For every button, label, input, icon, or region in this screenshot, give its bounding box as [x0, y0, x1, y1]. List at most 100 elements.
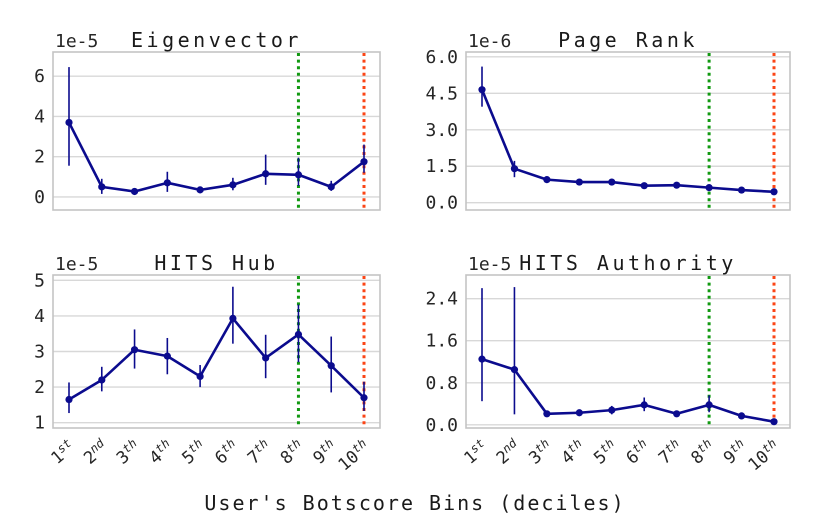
marker: [510, 366, 519, 374]
marker: [543, 176, 551, 184]
marker: [163, 352, 171, 360]
xtick-label: 6th: [621, 436, 654, 469]
subplot-3: 0.00.81.62.41st2nd3th4th5th6th7th8th9th1…: [425, 274, 791, 475]
ytick-label: 4: [34, 106, 45, 127]
marker: [229, 314, 237, 323]
ytick-label: 4.5: [425, 83, 458, 104]
plot-title-hits-authority: HITS Authority: [519, 251, 737, 275]
plot-title-pagerank: Page Rank: [558, 28, 698, 52]
marker: [770, 188, 778, 196]
marker: [196, 186, 204, 194]
marker: [360, 394, 368, 402]
marker: [608, 178, 616, 186]
marker: [130, 346, 139, 354]
scale-offset-pagerank: 1e-6: [468, 31, 512, 52]
marker: [98, 376, 106, 384]
marker: [196, 372, 204, 381]
axes-frame: [465, 274, 791, 429]
marker: [327, 362, 335, 370]
marker: [640, 182, 648, 190]
series-line: [481, 357, 775, 423]
scale-offset-hits-authority: 1e-5: [468, 254, 512, 275]
xtick-label: 3th: [524, 436, 557, 469]
xtick-label: 4th: [556, 436, 589, 469]
ytick-label: 1: [34, 413, 45, 434]
marker: [737, 186, 746, 194]
marker: [478, 355, 486, 363]
marker: [294, 330, 303, 339]
xtick-label: 6th: [210, 436, 243, 469]
xtick-label: 7th: [243, 436, 276, 469]
marker: [327, 183, 335, 191]
xtick-label: 1st: [459, 436, 492, 469]
marker: [705, 184, 713, 192]
ytick-label: 5: [34, 270, 45, 291]
marker: [737, 412, 746, 420]
subplot-0: 0 2 4 6: [34, 51, 381, 211]
axes-frame: [465, 51, 791, 211]
plot-title-eigenvector: Eigenvector: [131, 28, 302, 52]
marker: [229, 181, 237, 189]
series-line: [68, 317, 365, 401]
xtick-label: 5th: [589, 436, 622, 469]
series-line: [67, 121, 365, 193]
marker: [543, 410, 551, 418]
marker: [163, 179, 171, 187]
ytick-label: 0: [34, 187, 45, 208]
marker: [575, 178, 583, 186]
x-axis-label: User's Botscore Bins (deciles): [204, 491, 626, 515]
ytick-label: 6: [34, 66, 45, 87]
xtick-label: 5th: [177, 436, 210, 469]
ytick-label: 0.0: [425, 415, 458, 436]
marker: [575, 409, 583, 417]
marker: [705, 401, 713, 409]
axes-frame: [52, 274, 381, 429]
xtick-label: 7th: [654, 436, 687, 469]
subplot-1: 0.0 1.5 3.0 4.5 6.0: [425, 47, 791, 214]
marker: [262, 170, 270, 178]
ytick-label: 6.0: [425, 47, 458, 68]
xtick-label: 8th: [686, 436, 719, 469]
xtick-label: 10th: [333, 436, 374, 475]
marker: [65, 395, 73, 404]
series-line: [480, 89, 775, 194]
marker: [98, 183, 106, 191]
marker: [640, 401, 648, 409]
marker: [130, 187, 139, 196]
ytick-label: 0.0: [425, 193, 458, 214]
marker: [360, 158, 368, 166]
ytick-label: 0.8: [425, 373, 458, 394]
ytick-label: 3.0: [425, 120, 458, 141]
marker: [478, 86, 486, 94]
scale-offset-hits-hub: 1e-5: [55, 254, 99, 275]
ytick-label: 1.5: [425, 156, 458, 177]
marker: [510, 165, 519, 173]
xtick-label: 1st: [46, 436, 79, 469]
xtick-label: 2nd: [79, 435, 113, 468]
xtick-label: 8th: [276, 436, 309, 469]
marker: [673, 181, 681, 189]
scale-offset-eigenvector: 1e-5: [55, 31, 99, 52]
marker: [673, 410, 681, 418]
xtick-label: 4th: [144, 436, 177, 469]
marker: [65, 118, 73, 127]
xtick-label: 10th: [743, 436, 784, 475]
marker: [294, 171, 303, 179]
axes-frame: [52, 51, 381, 211]
ytick-label: 2: [34, 147, 45, 168]
ytick-label: 2.4: [425, 289, 458, 310]
ytick-label: 2: [34, 377, 45, 398]
marker: [608, 406, 616, 414]
marker: [770, 418, 778, 426]
plot-title-hits-hub: HITS Hub: [154, 251, 279, 275]
xtick-label: 2nd: [492, 435, 526, 468]
ytick-label: 3: [34, 342, 45, 363]
marker: [262, 354, 270, 362]
ytick-label: 4: [34, 306, 45, 327]
xtick-label: 9th: [308, 436, 341, 469]
ytick-label: 1.6: [425, 331, 458, 352]
xtick-label: 3th: [112, 436, 145, 469]
